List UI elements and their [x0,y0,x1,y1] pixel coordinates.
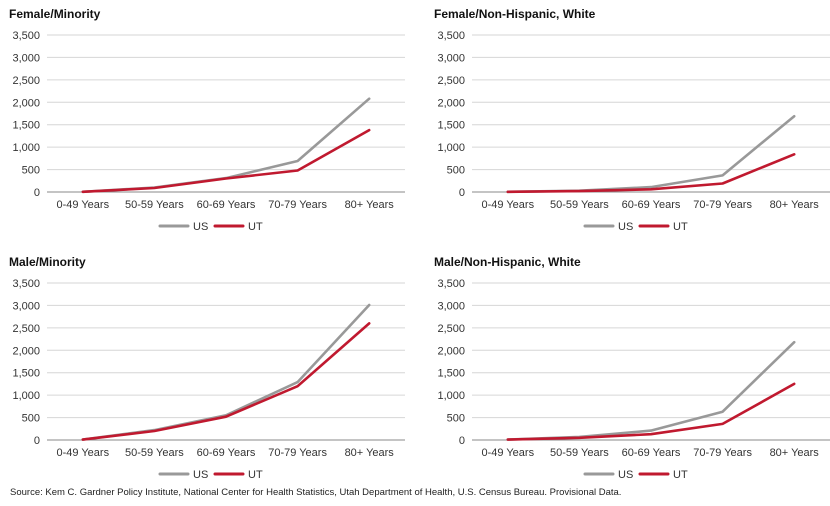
x-tick-label: 70-79 Years [268,199,327,211]
legend-label-ut: UT [248,469,263,481]
x-tick-label: 60-69 Years [197,447,256,459]
legend-label-us: US [618,469,633,481]
y-tick-label: 0 [34,435,40,447]
series-line-us [506,114,796,194]
chart-title: Male/Minority [9,255,86,269]
y-tick-label: 1,500 [437,368,465,380]
legend-label-us: US [193,221,208,233]
y-tick-label: 500 [22,413,40,425]
y-tick-label: 1,000 [12,142,40,154]
chart-panel-male-non-hispanic-white: Male/Non-Hispanic, White 0 500 1,000 1,500 2… [425,248,830,488]
series-line-ut [506,382,796,441]
x-tick-label: 70-79 Years [268,447,327,459]
y-tick-label: 1,000 [437,390,465,402]
y-tick-label: 3,000 [437,300,465,312]
y-tick-label: 500 [22,165,40,177]
legend-label-ut: UT [248,221,263,233]
legend-label-us: US [193,469,208,481]
y-tick-label: 500 [447,413,465,425]
chart-title: Female/Non-Hispanic, White [434,7,596,21]
chart-panel-female-minority: Female/Minority 0 500 1,000 1,500 2,000 2,500… [0,0,410,240]
x-tick-label: 50-59 Years [550,447,609,459]
y-tick-label: 2,500 [12,75,40,87]
y-tick-label: 3,000 [12,300,40,312]
y-tick-label: 3,500 [437,30,465,42]
chart-panel-male-minority: Male/Minority 0 500 1,000 1,500 2,000 2,500 3,… [0,248,410,488]
x-tick-label: 50-59 Years [125,199,184,211]
y-tick-label: 0 [34,187,40,199]
x-tick-label: 60-69 Years [622,199,681,211]
y-tick-label: 2,000 [437,97,465,109]
series-line-ut [506,153,796,194]
chart-title: Female/Minority [9,7,101,21]
chart-panel-female-non-hispanic-white: Female/Non-Hispanic, White 0 500 1,000 1,50… [425,0,830,240]
legend-label-ut: UT [673,469,688,481]
y-tick-label: 3,000 [437,52,465,64]
y-tick-label: 3,500 [12,278,40,290]
x-tick-label: 60-69 Years [197,199,256,211]
x-tick-label: 50-59 Years [125,447,184,459]
x-tick-label: 0-49 Years [481,447,534,459]
y-tick-label: 1,500 [437,120,465,132]
y-tick-label: 1,500 [12,368,40,380]
y-tick-label: 1,000 [12,390,40,402]
y-tick-label: 1,000 [437,142,465,154]
y-tick-label: 0 [459,435,465,447]
chart-svg: 0 500 1,000 1,500 2,000 2,500 3,000 3,500 0-49 Y… [12,278,405,481]
y-tick-label: 1,500 [12,120,40,132]
x-tick-label: 60-69 Years [622,447,681,459]
y-tick-label: 3,500 [437,278,465,290]
series-line-ut [81,128,371,194]
y-tick-label: 2,500 [12,323,40,335]
x-tick-label: 70-79 Years [693,199,752,211]
y-tick-label: 2,000 [12,97,40,109]
y-tick-label: 2,000 [12,345,40,357]
legend-label-us: US [618,221,633,233]
y-tick-label: 0 [459,187,465,199]
x-tick-label: 70-79 Years [693,447,752,459]
y-tick-label: 500 [447,165,465,177]
x-tick-label: 80+ Years [345,199,395,211]
source-note: Source: Kem C. Gardner Policy Institute,… [10,487,622,498]
y-tick-label: 3,500 [12,30,40,42]
x-tick-label: 0-49 Years [56,199,109,211]
y-tick-label: 3,000 [12,52,40,64]
chart-title: Male/Non-Hispanic, White [434,255,581,269]
x-tick-label: 80+ Years [345,447,395,459]
series-line-us [506,340,796,441]
y-tick-label: 2,500 [437,75,465,87]
x-tick-label: 80+ Years [770,199,820,211]
x-tick-label: 0-49 Years [481,199,534,211]
chart-svg: 0 500 1,000 1,500 2,000 2,500 3,000 3,500 0-49 Y… [437,278,830,481]
series-line-ut [81,322,371,441]
chart-svg: 0 500 1,000 1,500 2,000 2,500 3,000 3,500 0-49 Y… [12,30,405,233]
legend-label-ut: UT [673,221,688,233]
y-tick-label: 2,500 [437,323,465,335]
x-tick-label: 80+ Years [770,447,820,459]
x-tick-label: 50-59 Years [550,199,609,211]
y-tick-label: 2,000 [437,345,465,357]
x-tick-label: 0-49 Years [56,447,109,459]
chart-svg: 0 500 1,000 1,500 2,000 2,500 3,000 3,500 0-49 Y… [437,30,830,233]
